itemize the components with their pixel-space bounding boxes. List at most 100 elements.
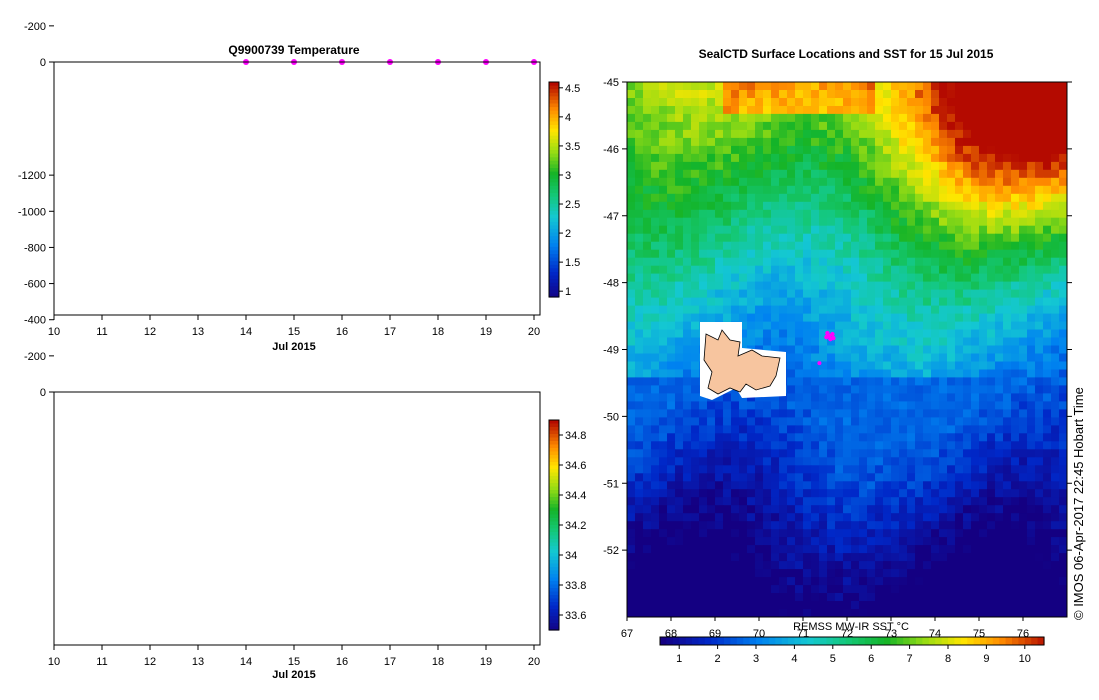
sst-cell — [1027, 513, 1036, 522]
sst-cell — [923, 177, 932, 187]
sst-cell — [875, 537, 884, 546]
sst-cell — [1027, 529, 1036, 538]
sst-cell — [1011, 481, 1020, 490]
sst-cell — [835, 529, 844, 538]
sst-cell — [723, 281, 732, 291]
sst-cell — [747, 193, 756, 203]
sst-cell — [1043, 233, 1052, 243]
sst-cell — [955, 561, 964, 570]
sst-cell — [979, 353, 988, 362]
sst-cell — [819, 601, 828, 610]
sst-cell — [787, 185, 796, 195]
sst-cell — [771, 329, 780, 338]
sst-cell — [699, 489, 708, 498]
sst-cell — [1011, 561, 1020, 570]
sst-cell — [1043, 585, 1052, 594]
sst-cell — [979, 129, 988, 139]
sst-cell — [739, 121, 748, 131]
sst-cell — [715, 313, 724, 323]
sst-cell — [739, 553, 748, 562]
sst-cell — [1043, 265, 1052, 275]
sst-cell — [931, 257, 940, 267]
sst-cell — [1003, 545, 1012, 554]
sst-cell — [1011, 401, 1020, 410]
sst-cell — [867, 145, 876, 155]
sst-cell — [683, 537, 692, 546]
sst-cell — [1011, 377, 1020, 386]
sst-cell — [1059, 82, 1068, 91]
sst-cell — [979, 401, 988, 410]
sst-cell — [715, 537, 724, 546]
sst-cell — [1043, 401, 1052, 410]
sst-cell — [627, 369, 636, 378]
sst-cell — [827, 106, 836, 115]
sst-cell — [1035, 417, 1044, 426]
sst-cell — [923, 353, 932, 362]
sst-cell — [811, 401, 820, 410]
sst-cell — [643, 201, 652, 211]
sst-cell — [931, 561, 940, 570]
sst-cell — [955, 337, 964, 346]
sst-cell — [795, 209, 804, 219]
sst-cell — [779, 521, 788, 530]
sst-cell — [1003, 193, 1012, 203]
sst-cell — [899, 209, 908, 219]
sst-cell — [963, 345, 972, 354]
sst-cell — [931, 481, 940, 490]
temperature-title: Q9900739 Temperature — [228, 43, 360, 57]
sst-cell — [635, 393, 644, 402]
colorbar-swatch — [549, 243, 559, 248]
sst-cell — [947, 505, 956, 514]
sst-cell — [763, 98, 772, 107]
sst-cell — [715, 593, 724, 602]
sst-cell — [763, 177, 772, 187]
sst-cell — [947, 98, 956, 107]
sst-cell — [635, 561, 644, 570]
colorbar-swatch — [549, 125, 559, 130]
sst-cell — [659, 361, 668, 370]
sst-cell — [707, 425, 716, 434]
sst-cell — [779, 98, 788, 107]
sst-cell — [1043, 505, 1052, 514]
sst-cell — [899, 345, 908, 354]
sst-cell — [875, 161, 884, 171]
sst-cell — [659, 417, 668, 426]
colorbar-swatch — [549, 423, 559, 428]
sst-cell — [803, 329, 812, 338]
sst-cell — [627, 425, 636, 434]
sst-cell — [699, 82, 708, 91]
sst-cell — [803, 505, 812, 514]
sst-cell — [643, 369, 652, 378]
sst-cell — [1043, 82, 1052, 91]
sst-cell — [683, 585, 692, 594]
sst-cell — [675, 185, 684, 195]
sst-cell — [979, 513, 988, 522]
sst-cell — [995, 409, 1004, 418]
sst-cell — [915, 441, 924, 450]
sst-cell — [939, 521, 948, 530]
sst-cell — [1043, 137, 1052, 147]
sst-cell — [955, 297, 964, 307]
sst-cell — [859, 129, 868, 139]
colorbar-swatch — [549, 577, 559, 582]
sst-cell — [931, 249, 940, 259]
sst-cell — [635, 521, 644, 530]
sst-cell — [1035, 537, 1044, 546]
sst-cell — [787, 257, 796, 267]
sst-cell — [779, 193, 788, 203]
sst-cell — [763, 473, 772, 482]
sst-cell — [979, 449, 988, 458]
sst-cell — [843, 82, 852, 91]
sst-cell — [963, 521, 972, 530]
sst-cell — [787, 361, 796, 370]
sst-cell — [1027, 481, 1036, 490]
sst-cell — [979, 297, 988, 307]
sst-cell — [843, 505, 852, 514]
sst-cell — [731, 145, 740, 155]
sst-cell — [955, 153, 964, 163]
sst-cell — [795, 449, 804, 458]
sst-cell — [963, 409, 972, 418]
sst-cell — [891, 393, 900, 402]
sst-cell — [787, 561, 796, 570]
sst-cell — [979, 561, 988, 570]
